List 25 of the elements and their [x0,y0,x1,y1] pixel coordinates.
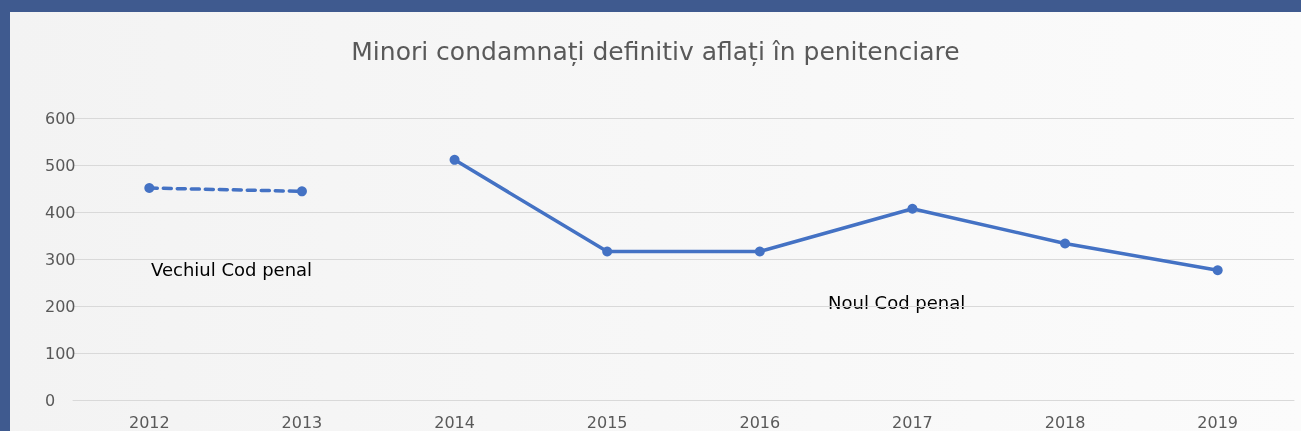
y-tick-label: 300 [45,249,76,269]
x-tick-label: 2016 [739,412,781,431]
point [907,203,918,214]
y-tick-label: 100 [45,343,76,363]
y-tick-label: 600 [45,108,76,128]
chart-title: Minori condamnați definitiv aflați în penitenciare [351,37,960,66]
y-tick-label: 500 [45,155,76,175]
x-tick-label: 2015 [586,412,628,431]
x-tick-label: 2013 [281,412,323,431]
y-tick-label: 400 [45,202,76,222]
x-tick-label: 2017 [892,412,933,431]
y-tick-label: 0 [45,390,56,410]
point [1060,238,1071,249]
x-tick-label: 2018 [1044,412,1086,431]
point [449,154,460,165]
point [754,246,765,257]
x-tick-label: 2019 [1197,412,1239,431]
point [602,246,613,257]
point [1212,265,1223,276]
x-tick-label: 2012 [128,412,170,431]
point [144,183,155,194]
x-tick-label: 2014 [434,412,475,431]
annotation: Vechiul Cod penal [151,258,313,280]
point [296,186,307,197]
y-tick-label: 200 [45,296,76,316]
